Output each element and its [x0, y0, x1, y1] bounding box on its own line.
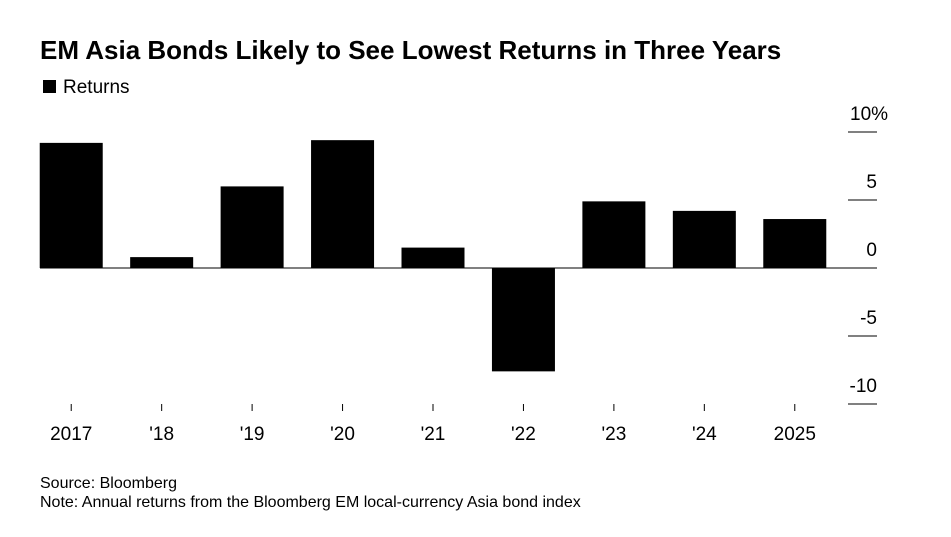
x-tick-label: '21	[421, 424, 446, 445]
x-tick-label: '19	[240, 424, 265, 445]
legend-swatch	[43, 80, 56, 93]
x-tick-label: '23	[602, 424, 627, 445]
x-tick-label: '22	[511, 424, 536, 445]
bar	[39, 142, 103, 268]
bar	[491, 268, 555, 372]
legend-label: Returns	[63, 77, 130, 98]
y-tick-label: 10%	[850, 104, 888, 125]
x-tick-label: 2025	[774, 424, 816, 445]
y-tick-label: 5	[866, 172, 877, 193]
note: Note: Annual returns from the Bloomberg …	[40, 494, 581, 511]
bar	[130, 257, 194, 268]
bar	[763, 219, 827, 268]
bar	[401, 247, 465, 268]
x-tick-label: 2017	[50, 424, 92, 445]
chart-title: EM Asia Bonds Likely to See Lowest Retur…	[40, 35, 781, 65]
y-tick-label: -5	[860, 308, 877, 329]
bar	[311, 140, 375, 268]
x-tick-label: '24	[692, 424, 717, 445]
x-tick-label: '20	[330, 424, 355, 445]
bar	[672, 210, 736, 268]
y-tick-label: -10	[850, 376, 877, 397]
bar	[220, 186, 284, 268]
y-tick-label: 0	[866, 240, 877, 261]
bar	[582, 201, 646, 268]
source: Source: Bloomberg	[40, 475, 177, 492]
x-tick-label: '18	[149, 424, 174, 445]
